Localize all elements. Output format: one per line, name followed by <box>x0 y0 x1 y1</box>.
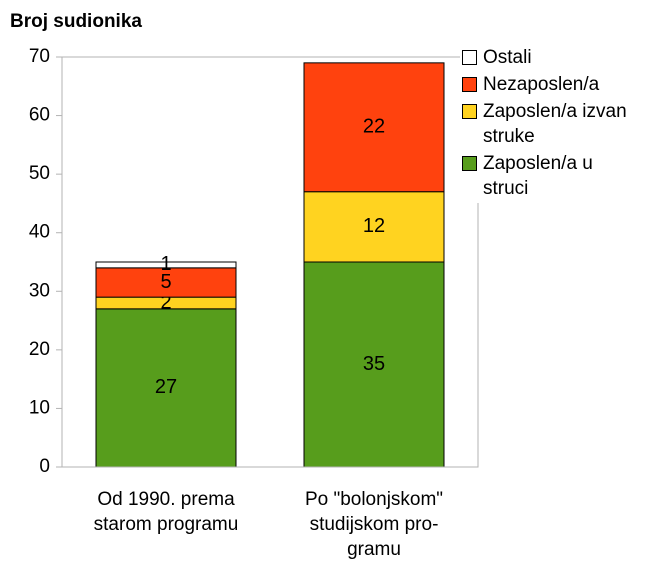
value-label: 35 <box>363 353 385 375</box>
value-label: 1 <box>160 253 171 275</box>
legend-swatch <box>462 104 477 119</box>
legend-item: Ostali <box>460 45 665 70</box>
x-tick-label: studijskom pro- <box>310 514 439 535</box>
bar-segment <box>303 62 445 193</box>
chart-title: Broj sudionika <box>10 11 142 32</box>
y-tick-label: 30 <box>29 280 50 301</box>
legend-item: Nezaposlen/a <box>460 72 665 97</box>
x-tick-label: gramu <box>347 539 401 560</box>
legend-label: Nezaposlen/a <box>483 74 600 95</box>
x-tick-label: starom programu <box>94 514 239 535</box>
x-tick-label: Od 1990. prema <box>97 489 235 510</box>
bar-segment <box>95 267 237 298</box>
y-tick-label: 10 <box>29 397 50 418</box>
y-tick-label: 20 <box>29 339 50 360</box>
y-tick-label: 0 <box>39 456 50 477</box>
legend-label: Ostali <box>483 47 532 68</box>
legend-swatch <box>462 156 477 171</box>
x-tick-label: Po "bolonjskom" <box>305 489 443 510</box>
legend: Ostali Nezaposlen/a Zaposlen/a izvan struk… <box>460 45 665 203</box>
y-tick-label: 60 <box>29 105 50 126</box>
y-tick-label: 70 <box>29 46 50 67</box>
legend-swatch <box>462 77 477 92</box>
legend-item: Zaposlen/a izvan struke <box>460 99 665 149</box>
legend-label: Zaposlen/a u struci <box>483 153 593 199</box>
value-label: 22 <box>363 116 385 138</box>
bar-segment <box>95 308 237 468</box>
bar-segment <box>95 261 237 269</box>
legend-item: Zaposlen/a u struci <box>460 151 665 201</box>
y-tick-label: 50 <box>29 163 50 184</box>
y-tick-label: 40 <box>29 222 50 243</box>
value-label: 2 <box>160 291 171 313</box>
bar-segment <box>303 191 445 263</box>
legend-swatch <box>462 50 477 65</box>
value-label: 12 <box>363 215 385 237</box>
value-label: 5 <box>160 271 171 293</box>
value-label: 27 <box>155 376 177 398</box>
legend-label: Zaposlen/a izvan struke <box>483 101 627 147</box>
